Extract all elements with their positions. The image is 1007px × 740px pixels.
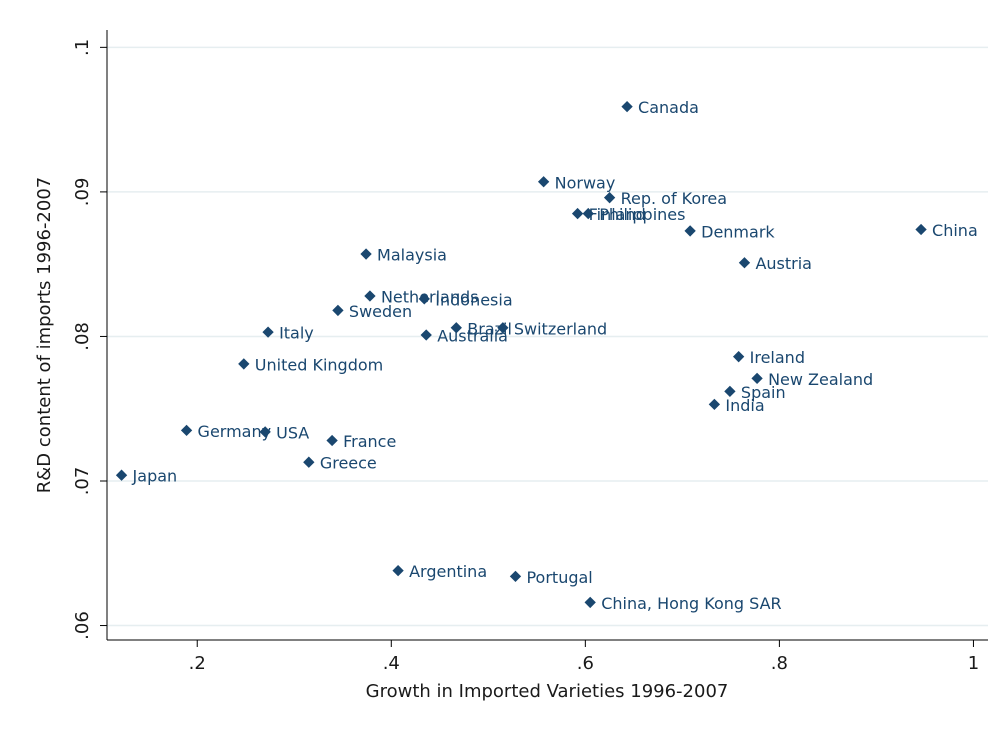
point <box>180 424 193 437</box>
point <box>724 385 736 398</box>
point <box>684 225 696 237</box>
point <box>262 326 274 338</box>
point-label: New Zealand <box>768 370 873 389</box>
point-label: Germany <box>198 422 272 441</box>
point <box>326 434 338 447</box>
point <box>360 248 372 260</box>
point <box>584 596 596 609</box>
x-tick-label: .8 <box>771 653 788 674</box>
point-label: Philippines <box>599 205 685 224</box>
point <box>418 293 430 305</box>
point <box>582 207 594 220</box>
point-label: USA <box>276 423 309 442</box>
point <box>708 398 721 411</box>
point-label: Rep. of Korea <box>621 189 727 208</box>
point-label: Ireland <box>750 348 805 367</box>
point-label: Canada <box>638 98 699 117</box>
point-label: Spain <box>741 383 786 402</box>
y-axis-title: R&D content of imports 1996-2007 <box>34 177 55 493</box>
point-label: Netherlands <box>381 287 479 306</box>
x-tick-label: .6 <box>577 653 594 674</box>
point <box>915 223 927 236</box>
y-tick-label: .07 <box>72 467 93 496</box>
point <box>420 329 432 341</box>
y-tick-label: .1 <box>72 39 93 56</box>
y-tick-label: .08 <box>72 322 93 351</box>
point <box>303 456 315 468</box>
point <box>332 304 344 317</box>
x-tick-label: 1 <box>968 653 979 674</box>
point-label: United Kingdom <box>255 355 383 374</box>
point-label: Norway <box>555 173 616 192</box>
point <box>603 192 616 204</box>
y-tick-label: .06 <box>72 611 93 640</box>
point <box>259 426 271 438</box>
point-label: Italy <box>279 324 314 343</box>
point <box>238 358 250 370</box>
point-label: Sweden <box>349 302 412 321</box>
point <box>450 322 462 334</box>
x-tick-label: .4 <box>383 653 400 674</box>
point-label: Malaysia <box>377 246 447 265</box>
point-label: Austria <box>755 254 812 273</box>
point-label: Denmark <box>701 222 775 241</box>
point <box>497 322 509 334</box>
x-axis-title: Growth in Imported Varieties 1996-2007 <box>366 681 729 702</box>
point-label: China <box>932 221 978 240</box>
point <box>571 207 584 220</box>
point <box>392 564 404 577</box>
point-label: Portugal <box>526 568 592 587</box>
point-label: France <box>343 432 396 451</box>
point <box>738 257 751 269</box>
point-label: Switzerland <box>514 319 607 338</box>
point <box>537 176 550 188</box>
point <box>364 290 376 302</box>
point-label: Japan <box>132 467 178 486</box>
point-label: Indonesia <box>435 290 512 309</box>
point <box>751 372 763 385</box>
y-tick-label: .09 <box>72 178 93 207</box>
point-label: Argentina <box>409 562 487 581</box>
point <box>732 351 745 363</box>
point-label: Greece <box>320 454 377 473</box>
point-label: China, Hong Kong SAR <box>601 594 781 613</box>
point-label: Brazil <box>467 319 512 338</box>
x-tick-label: .2 <box>189 653 206 674</box>
point-label: Finland <box>589 205 646 224</box>
point-label: India <box>725 396 764 415</box>
